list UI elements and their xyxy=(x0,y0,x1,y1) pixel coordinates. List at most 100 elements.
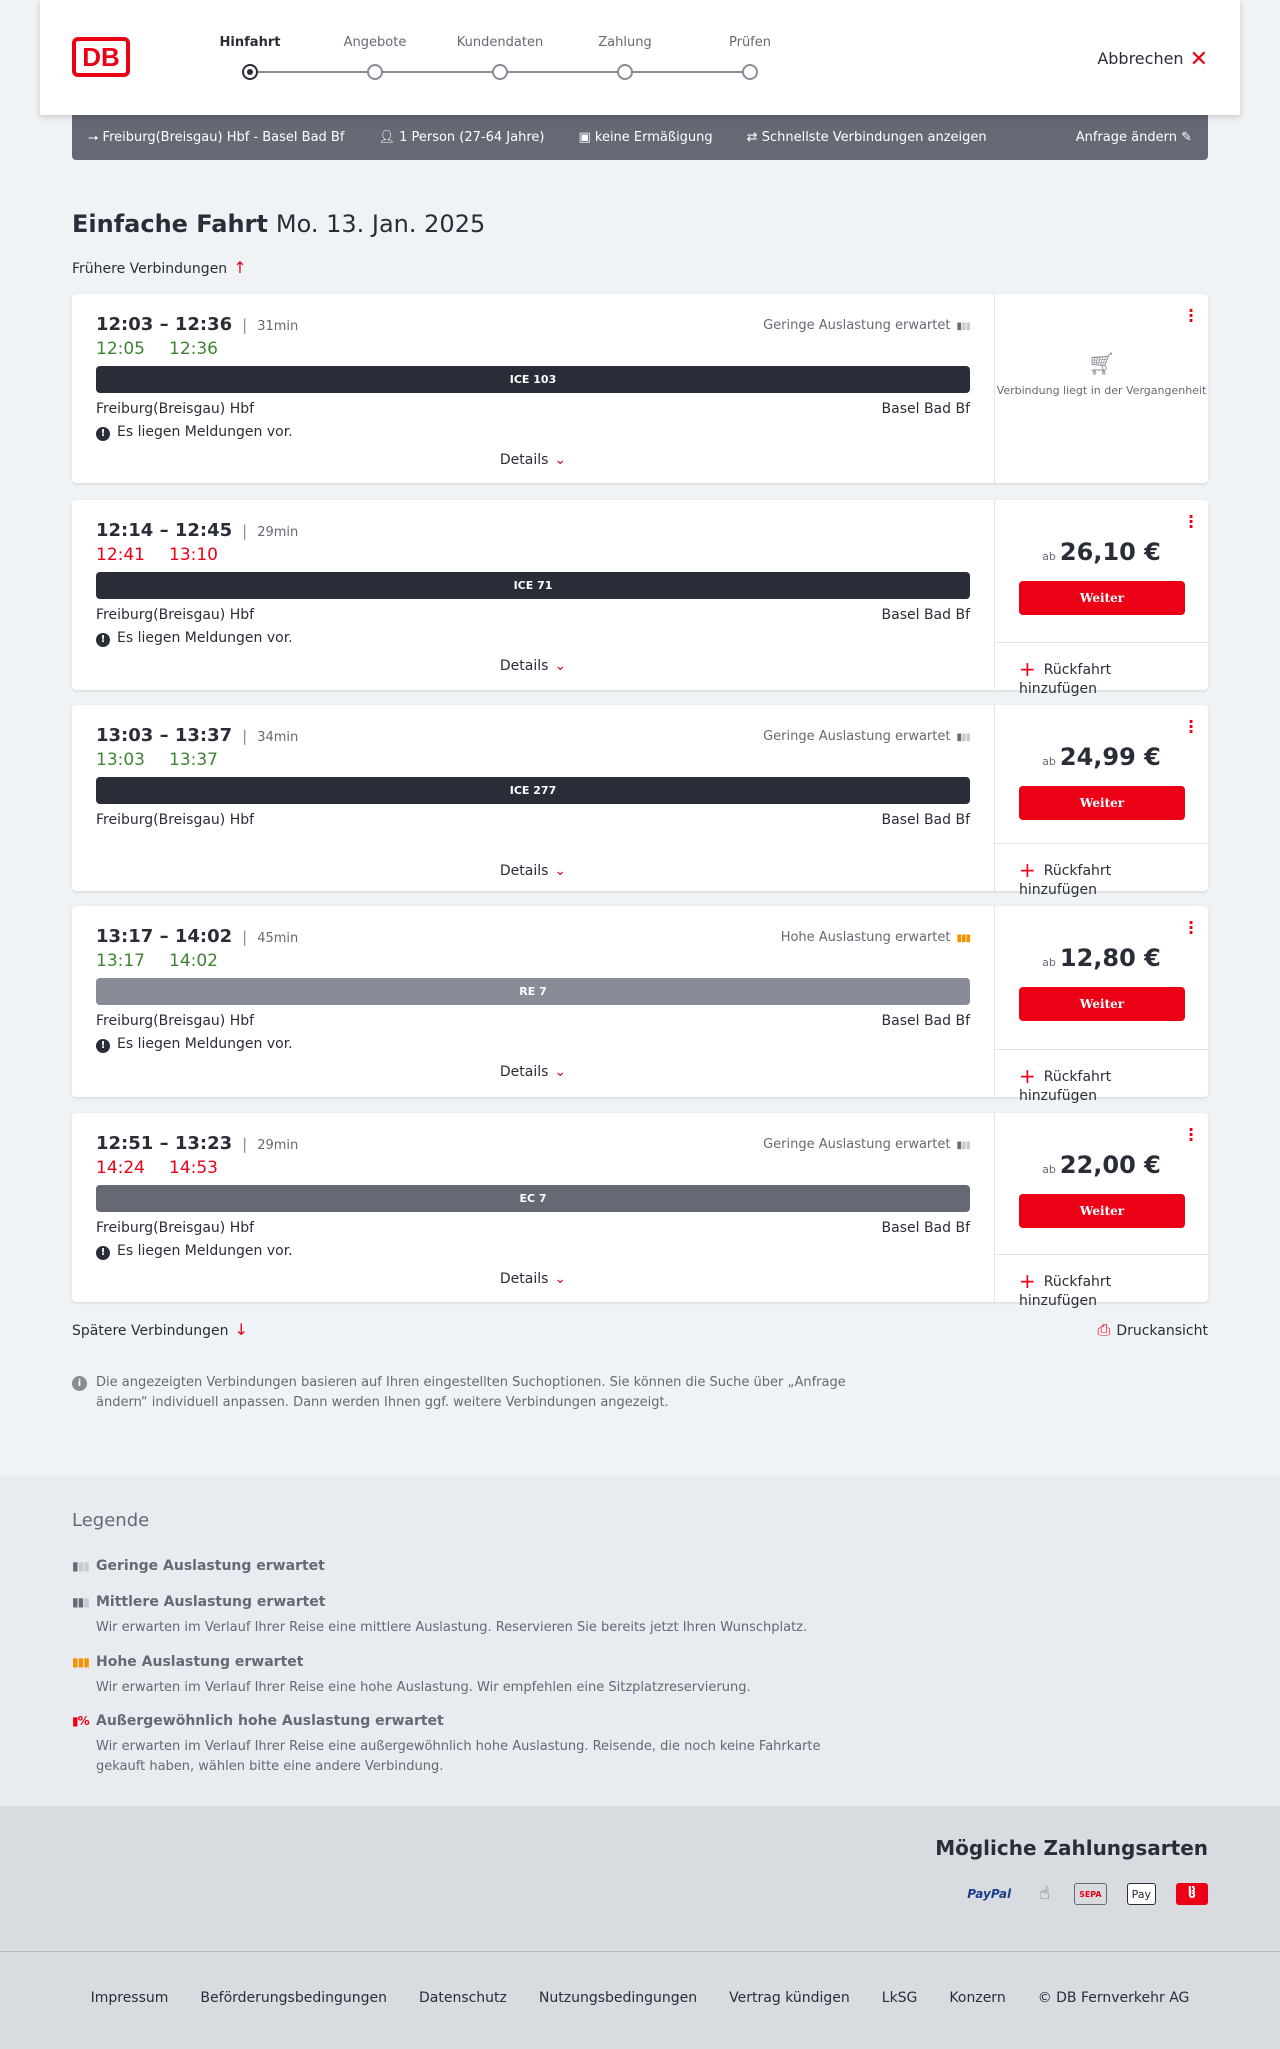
info-icon: i xyxy=(72,1376,87,1391)
train-bar[interactable]: EC 7 xyxy=(96,1185,970,1212)
arrow-up-icon: ↑ xyxy=(233,258,247,277)
train-bar[interactable]: ICE 277 xyxy=(96,777,970,804)
continue-button[interactable]: Weiter xyxy=(1019,987,1185,1021)
chevron-down-icon: ⌄ xyxy=(554,452,567,468)
add-return-button[interactable]: + Rückfahrt hinzufügen xyxy=(995,843,1208,898)
later-connections-link[interactable]: Spätere Verbindungen ↓ xyxy=(72,1320,248,1339)
load-low-icon: ▮▮▮ xyxy=(956,321,971,332)
add-return-button[interactable]: + Rückfahrt hinzufügen xyxy=(995,642,1208,697)
details-toggle[interactable]: Details ⌄ xyxy=(96,452,970,468)
origin-station: Freiburg(Breisgau) Hbf xyxy=(96,1220,255,1236)
footer-link-impressum[interactable]: Impressum xyxy=(90,1990,169,2006)
schedule: 12:51 – 13:23 | 29min xyxy=(96,1133,298,1154)
divider: | xyxy=(242,727,248,745)
footer-link-nutzungsbedingungen[interactable]: Nutzungsbedingungen xyxy=(538,1990,698,2006)
connection-info: 12:14 – 12:45 | 29min 12:41 13:10 ICE 71 Freib… xyxy=(96,500,970,690)
step-dot xyxy=(617,64,633,80)
offer-panel: · · · ab 12,80 € Weiter + Rückfahrt hinzufügen xyxy=(994,906,1208,1104)
realtime: 13:03 13:37 xyxy=(96,750,242,770)
load-low-icon: ▮▮▮ xyxy=(72,1559,90,1573)
messages-notice: ! Es liegen Meldungen vor. xyxy=(96,1243,293,1260)
more-options-icon[interactable]: · · · xyxy=(1188,301,1195,330)
origin-station: Freiburg(Breisgau) Hbf xyxy=(96,401,255,417)
realtime-departure: 13:03 xyxy=(96,750,145,770)
traveller-summary: 👤︎ 1 Person (27-64 Jahre) xyxy=(378,130,544,145)
more-options-icon[interactable]: · · · xyxy=(1188,712,1195,741)
step-angebote: Angebote xyxy=(343,35,407,50)
occupancy-label: Geringe Auslastung erwartet xyxy=(763,729,951,744)
messages-notice: ! Es liegen Meldungen vor. xyxy=(96,424,293,441)
details-toggle[interactable]: Details ⌄ xyxy=(96,1064,970,1080)
details-toggle[interactable]: Details ⌄ xyxy=(96,658,970,674)
scheduled-times: 13:03 – 13:37 xyxy=(96,725,233,746)
cancel-label: Abbrechen xyxy=(1097,49,1184,68)
add-return-button[interactable]: + Rückfahrt hinzufügen xyxy=(995,1049,1208,1104)
more-options-icon[interactable]: · · · xyxy=(1188,1120,1195,1149)
realtime: 13:17 14:02 xyxy=(96,951,242,971)
traveller-label: 1 Person (27-64 Jahre) xyxy=(399,130,545,145)
continue-button[interactable]: Weiter xyxy=(1019,1194,1185,1228)
earlier-connections-link[interactable]: Frühere Verbindungen ↑ xyxy=(72,258,247,277)
price-prefix: ab xyxy=(1042,550,1056,563)
discount-label: keine Ermäßigung xyxy=(594,130,713,145)
step-dot xyxy=(492,64,508,80)
connection-info: 13:03 – 13:37 | 34min Geringe Auslastung er… xyxy=(96,705,971,891)
cancel-button[interactable]: Abbrechen ✕ xyxy=(1097,47,1208,72)
duration: 29min xyxy=(257,525,299,540)
header: DB Hinfahrt Angebote Kundendaten Zahlung… xyxy=(40,0,1240,115)
footer-link-lksg[interactable]: LkSG xyxy=(881,1990,918,2006)
train-bar[interactable]: ICE 71 xyxy=(96,572,970,599)
footer-link-konzern[interactable]: Konzern xyxy=(949,1990,1006,2006)
legend-item-low: ▮▮▮ Geringe Auslastung erwartet xyxy=(72,1558,872,1574)
legend-item-text: Wir erwarten im Verlauf Ihrer Reise eine… xyxy=(96,1620,808,1635)
route-label: Freiburg(Breisgau) Hbf - Basel Bad Bf xyxy=(102,130,345,145)
change-request-button[interactable]: Anfrage ändern ✎ xyxy=(1076,130,1192,145)
more-options-icon[interactable]: · · · xyxy=(1188,913,1195,942)
details-toggle[interactable]: Details ⌄ xyxy=(96,863,970,879)
scheduled-times: 12:14 – 12:45 xyxy=(96,520,233,541)
messages-label: Es liegen Meldungen vor. xyxy=(117,1243,293,1259)
connection-card: 12:51 – 13:23 | 29min Geringe Auslastung er… xyxy=(72,1113,1208,1309)
train-bar[interactable]: ICE 103 xyxy=(96,366,970,393)
alert-icon: ! xyxy=(96,427,110,441)
info-note: i Die angezeigten Verbindungen basieren a… xyxy=(72,1373,852,1413)
offer-panel: · · · 🛒︎ Verbindung liegt in der Vergangenhe… xyxy=(994,294,1208,483)
footer-link-befoerderungsbedingungen[interactable]: Beförderungsbedingungen xyxy=(200,1990,387,2006)
footer-link-vertrag-kuendigen[interactable]: Vertrag kündigen xyxy=(729,1990,850,2006)
messages-notice: ! Es liegen Meldungen vor. xyxy=(96,1036,293,1053)
price-value: 22,00 € xyxy=(1059,1151,1161,1179)
price: ab 24,99 € xyxy=(995,743,1208,771)
load-low-icon: ▮▮▮ xyxy=(956,1140,971,1151)
arrow-right-icon: ⭢ xyxy=(88,130,103,145)
origin-station: Freiburg(Breisgau) Hbf xyxy=(96,812,255,828)
legend-item-high: ▮▮▮ Hohe Auslastung erwartet Wir erwarten … xyxy=(72,1654,872,1698)
footer-link-datenschutz[interactable]: Datenschutz xyxy=(418,1990,507,2006)
details-toggle[interactable]: Details ⌄ xyxy=(96,1271,970,1287)
destination-station: Basel Bad Bf xyxy=(881,401,970,417)
trip-type: Einfache Fahrt xyxy=(72,210,268,238)
price: ab 22,00 € xyxy=(995,1151,1208,1179)
price-prefix: ab xyxy=(1042,755,1056,768)
details-label: Details xyxy=(499,452,549,468)
chevron-down-icon: ⌄ xyxy=(554,658,567,674)
duration: 29min xyxy=(257,1138,299,1153)
schedule: 13:03 – 13:37 | 34min xyxy=(96,725,298,746)
realtime-departure: 13:17 xyxy=(96,951,145,971)
train-bar[interactable]: RE 7 xyxy=(96,978,970,1005)
continue-button[interactable]: Weiter xyxy=(1019,581,1185,615)
load-medium-icon: ▮▮▮ xyxy=(72,1595,90,1609)
details-label: Details xyxy=(499,863,549,879)
fastest-option: ⇄ Schnellste Verbindungen anzeigen xyxy=(747,130,987,145)
realtime-arrival: 13:10 xyxy=(169,545,218,565)
db-logo[interactable]: DB xyxy=(72,37,130,77)
plus-icon: + xyxy=(1019,657,1036,681)
credit-card-icon: ☝ xyxy=(1039,1883,1051,1904)
occupancy: Geringe Auslastung erwartet ▮▮▮ xyxy=(763,318,971,333)
connection-card: 13:17 – 14:02 | 45min Hohe Auslastung erwar… xyxy=(72,906,1208,1104)
details-label: Details xyxy=(499,1271,549,1287)
print-view-link[interactable]: ⎙ Druckansicht xyxy=(1098,1320,1208,1340)
continue-button[interactable]: Weiter xyxy=(1019,786,1185,820)
more-options-icon[interactable]: · · · xyxy=(1188,507,1195,536)
add-return-button[interactable]: + Rückfahrt hinzufügen xyxy=(995,1254,1208,1309)
chevron-down-icon: ⌄ xyxy=(554,1271,567,1287)
